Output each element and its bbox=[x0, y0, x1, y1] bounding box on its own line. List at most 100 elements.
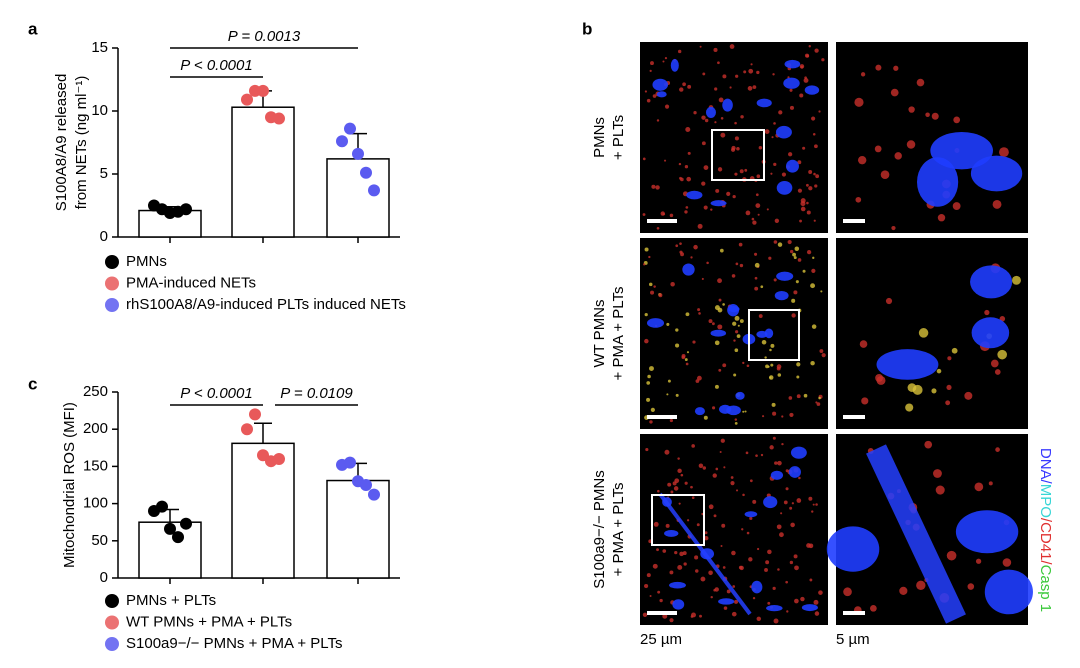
cell-spot bbox=[665, 523, 670, 528]
cell-spot bbox=[642, 612, 648, 617]
row-label: PMNs bbox=[591, 117, 608, 158]
cell-spot bbox=[752, 220, 757, 225]
cell-spot bbox=[806, 250, 812, 255]
cell-spot bbox=[805, 183, 809, 187]
cell-spot bbox=[650, 61, 654, 66]
cell-spot bbox=[734, 422, 738, 425]
cell-spot bbox=[699, 614, 702, 618]
cell-spot bbox=[693, 244, 698, 250]
data-point bbox=[360, 166, 372, 179]
cell-spot bbox=[778, 110, 783, 115]
cell-spot bbox=[806, 201, 809, 205]
cell-spot bbox=[811, 510, 814, 513]
cell-spot bbox=[733, 339, 736, 342]
cell-spot bbox=[794, 246, 800, 252]
data-point bbox=[241, 93, 253, 106]
cell-spot bbox=[656, 119, 660, 122]
cell-spot bbox=[791, 298, 796, 303]
cell-spot bbox=[771, 402, 776, 407]
cell-spot bbox=[650, 407, 655, 412]
legend-label: PMA-induced NETs bbox=[126, 274, 256, 291]
cell-spot bbox=[813, 599, 819, 605]
cell-spot bbox=[734, 136, 739, 141]
nucleus bbox=[722, 98, 733, 112]
cell-spot bbox=[843, 587, 852, 597]
cell-spot bbox=[794, 565, 799, 571]
cell-spot bbox=[730, 147, 736, 152]
cell-spot bbox=[750, 63, 753, 66]
cell-spot bbox=[814, 184, 818, 188]
cell-spot bbox=[796, 394, 801, 399]
cell-spot bbox=[708, 319, 713, 324]
cell-spot bbox=[774, 218, 780, 223]
cell-spot bbox=[731, 550, 736, 556]
cell-spot bbox=[770, 343, 775, 348]
cell-spot bbox=[642, 213, 646, 216]
cell-spot bbox=[649, 366, 654, 371]
cell-spot bbox=[990, 359, 999, 368]
nucleus bbox=[876, 349, 939, 380]
cell-spot bbox=[653, 521, 659, 527]
y-tick-label: 150 bbox=[83, 457, 108, 474]
cell-spot bbox=[772, 411, 777, 416]
cell-spot bbox=[703, 205, 708, 210]
nucleus bbox=[984, 569, 1033, 615]
cell-spot bbox=[787, 239, 792, 245]
cell-spot bbox=[820, 290, 823, 293]
cell-spot bbox=[994, 369, 1001, 375]
cell-spot bbox=[946, 550, 957, 561]
cell-spot bbox=[804, 76, 807, 79]
cell-spot bbox=[785, 580, 788, 584]
cell-spot bbox=[672, 481, 677, 486]
cell-spot bbox=[876, 375, 886, 385]
nucleus bbox=[764, 328, 774, 339]
cell-spot bbox=[691, 496, 695, 500]
cell-spot bbox=[714, 87, 718, 91]
cell-spot bbox=[747, 86, 753, 91]
cell-spot bbox=[734, 348, 739, 352]
cell-spot bbox=[756, 70, 760, 75]
nucleus bbox=[718, 598, 735, 605]
cell-spot bbox=[655, 185, 660, 190]
p-value: P < 0.0001 bbox=[180, 57, 252, 74]
cell-spot bbox=[697, 223, 703, 229]
data-point bbox=[257, 84, 269, 97]
cell-spot bbox=[870, 604, 877, 612]
cell-spot bbox=[732, 321, 737, 326]
nucleus bbox=[971, 317, 1010, 349]
cell-spot bbox=[1002, 558, 1012, 567]
data-point bbox=[172, 531, 184, 544]
cell-spot bbox=[760, 453, 764, 457]
cell-spot bbox=[717, 324, 723, 330]
cell-spot bbox=[720, 544, 723, 548]
cell-spot bbox=[791, 502, 795, 505]
row-label: + PMA + PLTs bbox=[610, 483, 627, 577]
cell-spot bbox=[781, 442, 784, 446]
nucleus bbox=[917, 157, 959, 207]
cell-spot bbox=[773, 240, 778, 244]
cell-spot bbox=[685, 206, 689, 209]
cell-spot bbox=[734, 121, 737, 125]
cell-spot bbox=[653, 285, 656, 288]
legend-label: WT PMNs + PMA + PLTs bbox=[126, 613, 292, 630]
cell-spot bbox=[790, 249, 794, 254]
cell-spot bbox=[796, 375, 800, 379]
cell-spot bbox=[755, 193, 759, 197]
cell-spot bbox=[781, 415, 784, 418]
cell-spot bbox=[644, 313, 648, 317]
nucleus bbox=[763, 496, 778, 509]
cell-spot bbox=[755, 454, 758, 457]
cell-spot bbox=[726, 589, 731, 594]
row-label: + PLTs bbox=[610, 115, 627, 160]
nucleus bbox=[682, 263, 695, 276]
y-tick-label: 200 bbox=[83, 420, 108, 437]
cell-spot bbox=[818, 590, 823, 595]
cell-spot bbox=[754, 262, 760, 268]
nucleus bbox=[770, 470, 784, 480]
cell-spot bbox=[779, 532, 784, 538]
cell-spot bbox=[794, 598, 799, 604]
cell-spot bbox=[701, 115, 706, 120]
micrograph bbox=[640, 238, 828, 429]
cell-spot bbox=[726, 191, 731, 196]
